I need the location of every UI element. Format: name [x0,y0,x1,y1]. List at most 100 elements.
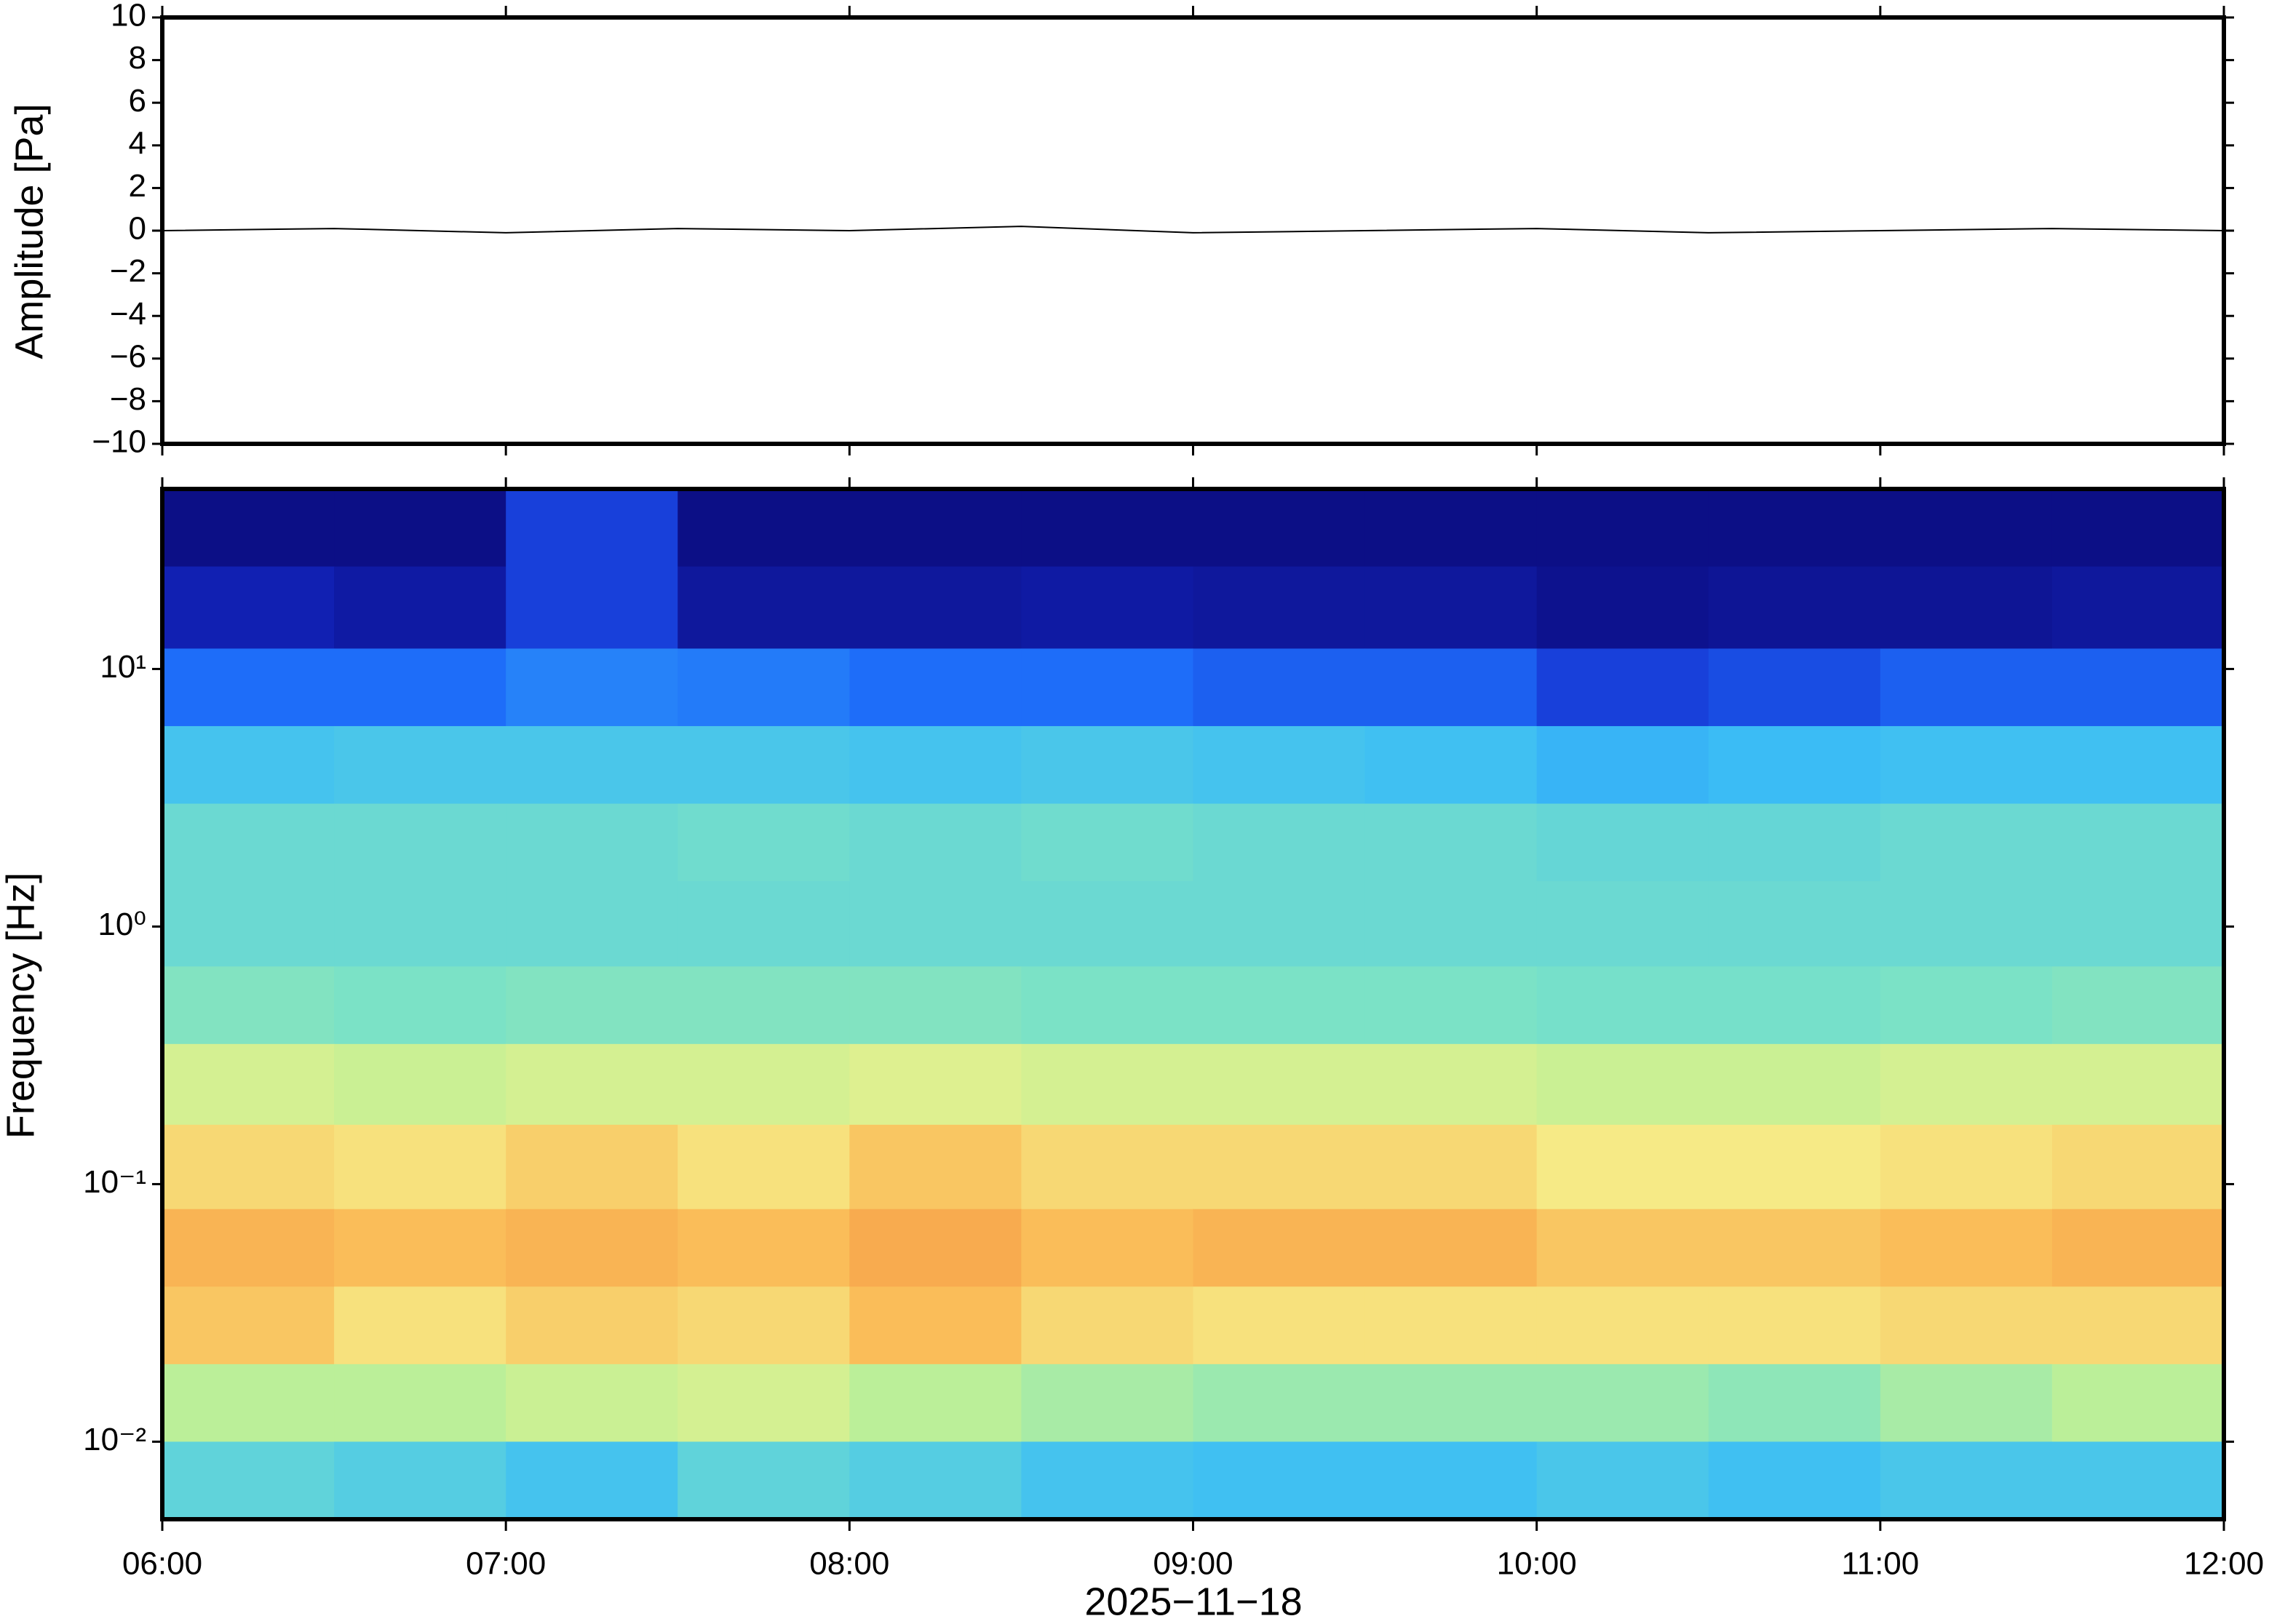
waveform [162,226,2225,234]
spectrogram-cell [2051,1043,2225,1126]
spectrogram-cell [677,881,850,967]
spectrogram-cell [1708,1364,1881,1442]
spectrogram-cell [506,881,678,967]
spectrogram-cell [1364,1286,1538,1365]
spectrogram-cell [1021,1364,1193,1442]
spectrogram-cell [1364,881,1538,967]
spectrogram-cell [162,566,335,649]
spectrogram-cell [1193,1043,1366,1126]
spectrogram-cell [1708,566,1881,649]
spectrogram-cell [677,1209,850,1287]
spectrogram-cell [162,1209,335,1287]
spectrogram-cell [1364,1124,1538,1210]
y-tick-label: −10 [92,424,146,460]
spectrogram-cell [334,1043,506,1126]
y-tick-label: 6 [129,83,146,119]
spectrogram-cell [1536,966,1709,1045]
spectrogram-cell [1880,1043,2053,1126]
spectrogram-cell [2051,725,2225,805]
spectrogram-cell [334,1124,506,1210]
y-tick-label: 0 [129,211,146,247]
spectrogram-cell [1193,566,1366,649]
spectrogram-cell [1708,489,1881,568]
spectrogram-cell [1536,1043,1709,1126]
y-tick-label: 10⁻² [83,1422,146,1457]
spectrogram-cell [849,1441,1022,1520]
spectrogram-cell [677,966,850,1045]
spectrogram-cell [2051,648,2225,727]
spectrogram-cell [334,1209,506,1287]
spectrogram-cell [334,1286,506,1365]
spectrogram-cell [1364,966,1538,1045]
spectrogram-cell [1536,881,1709,967]
spectrogram-cell [162,489,335,568]
spectrogram-cell [1021,966,1193,1045]
spectrogram-cell [1880,1286,2053,1365]
spectrogram-cell [506,1043,678,1126]
spectrogram-cell [1021,1286,1193,1365]
y-axis-label: Amplitude [Pa] [7,103,51,359]
spectrogram-cell [849,1124,1022,1210]
spectrogram-cell [1364,803,1538,882]
y-tick-label: 10 [111,0,146,33]
spectrogram-cell [1021,648,1193,727]
spectrogram-cell [1021,1441,1193,1520]
spectrogram-cell [677,566,850,649]
spectrogram-cell [1708,803,1881,882]
spectrogram-cell [506,1124,678,1210]
spectrogram-cell [1880,566,2053,649]
spectrogram-cell [162,648,335,727]
spectrogram-cell [162,1043,335,1126]
spectrogram-cell [1880,966,2053,1045]
spectrogram-cell [849,1209,1022,1287]
spectrogram-cell [1708,648,1881,727]
spectrogram-cell [1193,725,1366,805]
spectrogram-cell [1364,566,1538,649]
spectrogram-cell [677,648,850,727]
spectrogram-cell [1193,803,1366,882]
spectrogram-cell [677,1441,850,1520]
spectrogram-cell [1021,566,1193,649]
spectrogram-cell [1193,1286,1366,1365]
spectrogram-cell [2051,489,2225,568]
spectrogram-cell [2051,803,2225,882]
spectrogram-cell [506,1441,678,1520]
spectrogram-cell [1536,648,1709,727]
plot-frame [160,15,2226,446]
spectrogram-cell [334,489,506,568]
spectrogram-cell [1536,1124,1709,1210]
spectrogram-cell [2051,966,2225,1045]
spectrogram-cell [1536,1364,1709,1442]
spectrogram-cell [162,725,335,805]
spectrogram-cell [334,881,506,967]
y-tick-label: 4 [129,125,146,161]
spectrogram-cell [849,489,1022,568]
spectrogram-cell [2051,881,2225,967]
spectrogram-cell [849,881,1022,967]
spectrogram-cell [1880,1364,2053,1442]
y-tick-label: 8 [129,40,146,76]
spectrogram-cell [1021,1043,1193,1126]
spectrogram-cell [849,648,1022,727]
spectrogram-cell [1193,1209,1366,1287]
spectrogram-cell [1193,1124,1366,1210]
spectrogram-cell [506,725,678,805]
spectrogram-cell [1364,725,1538,805]
x-tick-label: 09:00 [1153,1546,1233,1582]
spectrogram-cell [1021,803,1193,882]
spectrogram-cell [334,1364,506,1442]
spectrogram-cell [677,1286,850,1365]
spectrogram-cell [506,1364,678,1442]
y-tick-label: −4 [110,296,146,332]
spectrogram-cell [849,803,1022,882]
spectrogram-cell [1193,1364,1366,1442]
spectrogram-cell [1536,1286,1709,1365]
x-tick-label: 06:00 [122,1546,202,1582]
spectrogram-cell [162,1364,335,1442]
spectrogram-cell [506,1209,678,1287]
y-tick-label: 2 [129,168,146,204]
spectrogram-cell [677,725,850,805]
spectrogram-cell [677,1124,850,1210]
spectrogram-cell [162,1124,335,1210]
